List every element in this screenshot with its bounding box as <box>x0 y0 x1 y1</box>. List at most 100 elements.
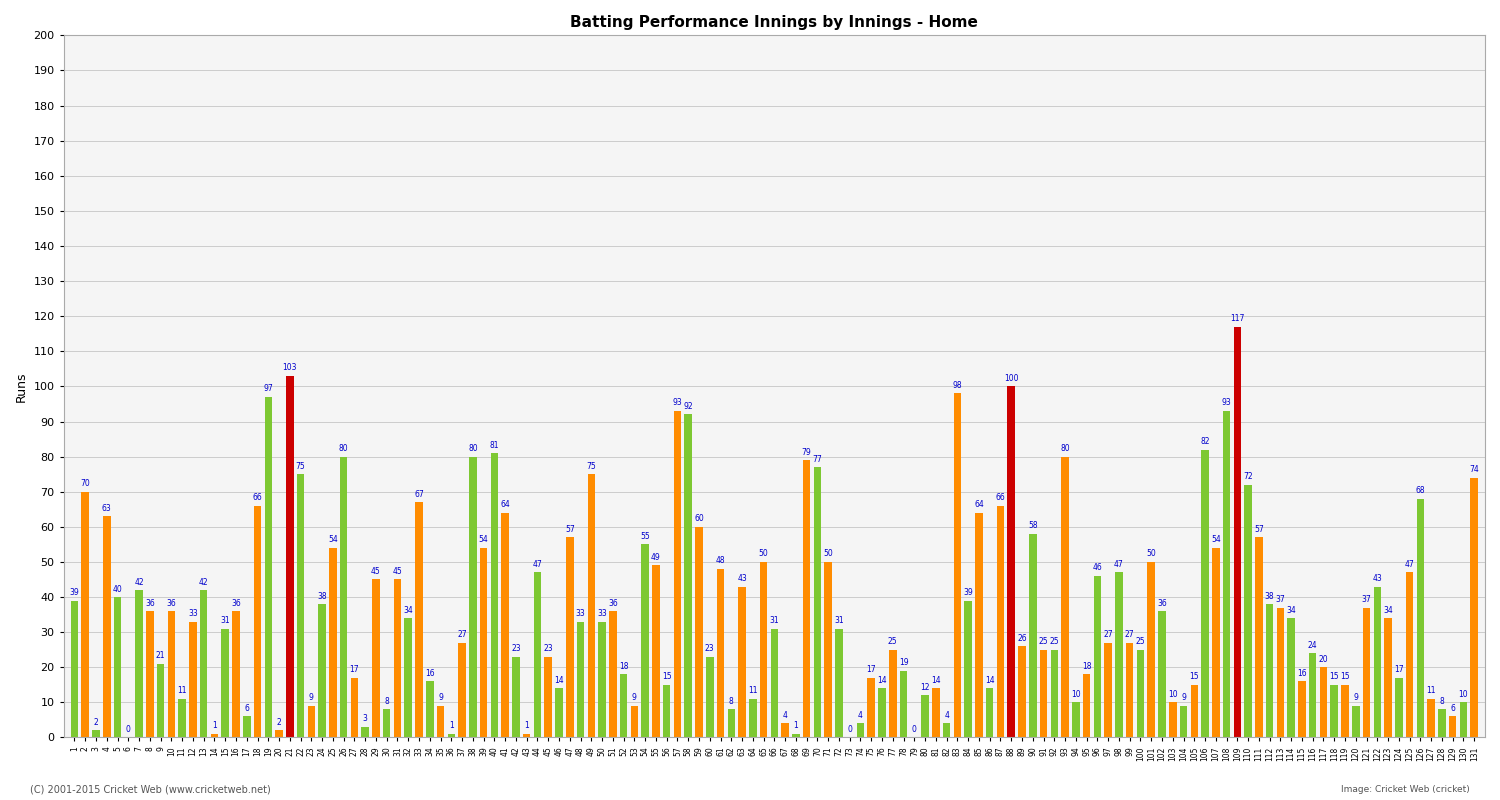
Text: 31: 31 <box>834 616 844 625</box>
Bar <box>694 527 703 738</box>
Text: 47: 47 <box>532 560 543 569</box>
Text: 48: 48 <box>716 557 726 566</box>
Text: 50: 50 <box>1146 550 1156 558</box>
Bar <box>975 513 982 738</box>
Text: 36: 36 <box>1156 598 1167 607</box>
Bar <box>512 657 519 738</box>
Text: 18: 18 <box>1082 662 1092 670</box>
Text: (C) 2001-2015 Cricket Web (www.cricketweb.net): (C) 2001-2015 Cricket Web (www.cricketwe… <box>30 784 270 794</box>
Bar <box>674 411 681 738</box>
Bar <box>200 590 207 738</box>
Bar <box>328 548 336 738</box>
Bar <box>534 573 542 738</box>
Bar <box>405 618 412 738</box>
Bar <box>1212 548 1219 738</box>
Bar <box>642 544 650 738</box>
Bar <box>436 706 444 738</box>
Text: 23: 23 <box>543 644 554 654</box>
Text: 64: 64 <box>501 500 510 510</box>
Text: 36: 36 <box>166 598 177 607</box>
Text: 25: 25 <box>888 637 897 646</box>
Text: 43: 43 <box>1372 574 1382 583</box>
Text: Image: Cricket Web (cricket): Image: Cricket Web (cricket) <box>1341 785 1470 794</box>
Text: 11: 11 <box>1426 686 1436 695</box>
Bar <box>1008 386 1016 738</box>
Text: 10: 10 <box>1168 690 1178 699</box>
Text: 24: 24 <box>1308 641 1317 650</box>
Text: 27: 27 <box>1125 630 1134 639</box>
Text: 18: 18 <box>620 662 628 670</box>
Bar <box>501 513 509 738</box>
Bar <box>620 674 627 738</box>
Bar <box>684 414 692 738</box>
Text: 97: 97 <box>264 385 273 394</box>
Text: 80: 80 <box>468 444 477 453</box>
Text: 79: 79 <box>802 448 812 457</box>
Text: 0: 0 <box>847 725 852 734</box>
Text: 9: 9 <box>309 694 314 702</box>
Bar <box>555 688 562 738</box>
Text: 80: 80 <box>1060 444 1070 453</box>
Bar <box>1179 706 1188 738</box>
Text: 68: 68 <box>1416 486 1425 495</box>
Title: Batting Performance Innings by Innings - Home: Batting Performance Innings by Innings -… <box>570 15 978 30</box>
Text: 45: 45 <box>393 567 402 576</box>
Bar <box>382 710 390 738</box>
Text: 27: 27 <box>458 630 466 639</box>
Bar <box>867 678 874 738</box>
Bar <box>1029 534 1036 738</box>
Bar <box>264 397 272 738</box>
Text: 2: 2 <box>276 718 282 727</box>
Text: 23: 23 <box>705 644 714 654</box>
Bar <box>879 688 886 738</box>
Text: 74: 74 <box>1470 465 1479 474</box>
Bar <box>1222 411 1230 738</box>
Bar <box>1266 604 1274 738</box>
Text: 21: 21 <box>156 651 165 660</box>
Bar <box>1460 702 1467 738</box>
Text: 47: 47 <box>1114 560 1124 569</box>
Bar <box>1287 618 1294 738</box>
Text: 14: 14 <box>932 676 940 685</box>
Text: 70: 70 <box>81 479 90 488</box>
Bar <box>856 723 864 738</box>
Text: 27: 27 <box>1104 630 1113 639</box>
Bar <box>1072 702 1080 738</box>
Text: 31: 31 <box>770 616 778 625</box>
Text: 54: 54 <box>1210 535 1221 544</box>
Bar <box>372 579 380 738</box>
Bar <box>351 678 358 738</box>
Text: 31: 31 <box>220 616 230 625</box>
Bar <box>932 688 939 738</box>
Bar <box>1114 573 1122 738</box>
Text: 34: 34 <box>404 606 412 614</box>
Text: 15: 15 <box>662 672 672 682</box>
Bar <box>232 611 240 738</box>
Bar <box>340 457 348 738</box>
Text: 25: 25 <box>1136 637 1146 646</box>
Bar <box>158 664 165 738</box>
Text: 4: 4 <box>944 711 950 720</box>
Bar <box>1374 586 1382 738</box>
Bar <box>771 629 778 738</box>
Text: 57: 57 <box>1254 525 1264 534</box>
Text: 66: 66 <box>996 494 1005 502</box>
Bar <box>416 502 423 738</box>
Bar <box>210 734 218 738</box>
Text: 34: 34 <box>1287 606 1296 614</box>
Text: 37: 37 <box>1275 595 1286 604</box>
Bar <box>524 734 531 738</box>
Text: 0: 0 <box>126 725 130 734</box>
Bar <box>598 622 606 738</box>
Bar <box>135 590 142 738</box>
Text: 49: 49 <box>651 553 662 562</box>
Bar <box>1050 650 1058 738</box>
Bar <box>1104 642 1112 738</box>
Bar <box>1256 538 1263 738</box>
Text: 58: 58 <box>1028 522 1038 530</box>
Bar <box>1191 685 1198 738</box>
Bar <box>1094 576 1101 738</box>
Text: 14: 14 <box>554 676 564 685</box>
Text: 81: 81 <box>489 441 500 450</box>
Text: 38: 38 <box>1264 591 1275 601</box>
